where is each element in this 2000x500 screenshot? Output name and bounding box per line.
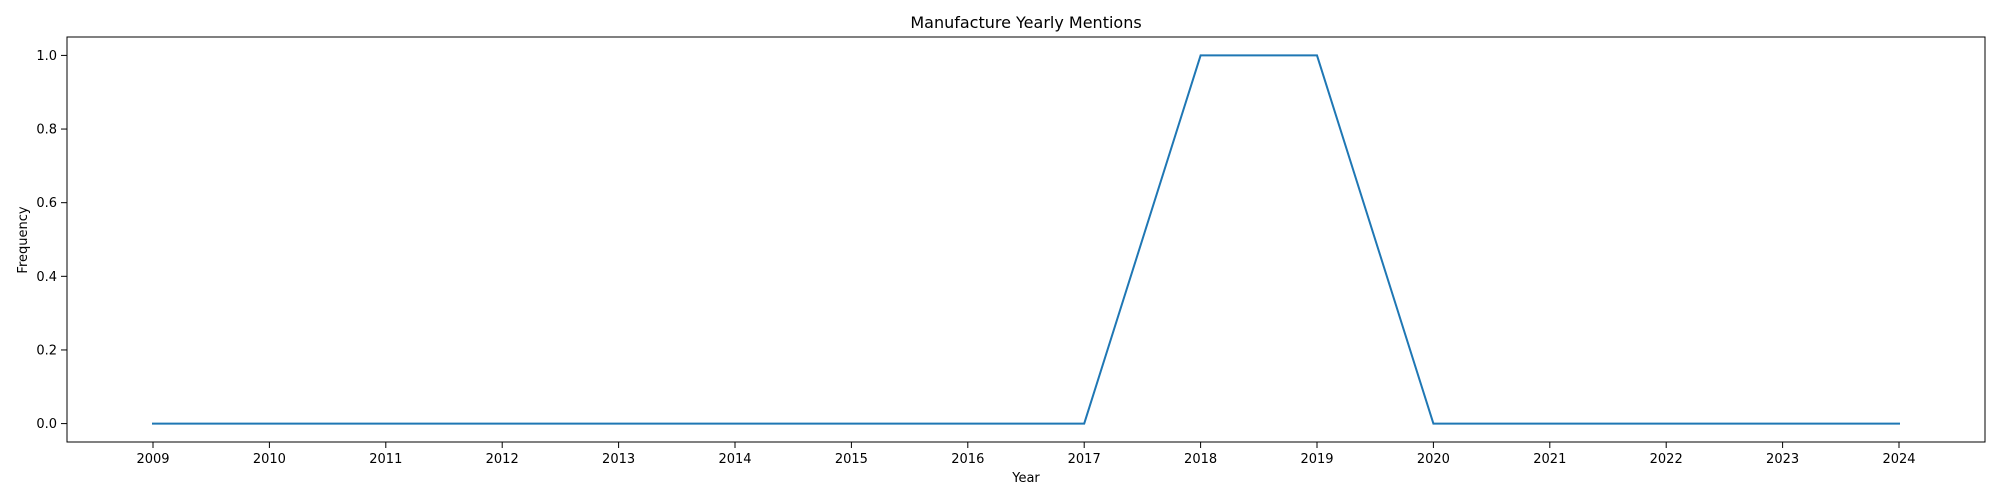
x-tick-label: 2012 xyxy=(486,452,519,467)
x-tick-label: 2013 xyxy=(602,452,635,467)
x-tick-label: 2017 xyxy=(1068,452,1101,467)
y-tick-label: 0.2 xyxy=(36,343,57,358)
x-axis-label: Year xyxy=(1011,471,1040,486)
y-axis-label: Frequency xyxy=(16,206,31,273)
x-tick-label: 2024 xyxy=(1882,452,1915,467)
plot-area-frame xyxy=(66,36,1986,443)
x-tick-label: 2023 xyxy=(1766,452,1799,467)
x-tick-label: 2022 xyxy=(1650,452,1683,467)
x-tick-label: 2014 xyxy=(718,452,751,467)
x-tick-label: 2016 xyxy=(951,452,984,467)
x-tick-label: 2021 xyxy=(1533,452,1566,467)
x-tick-label: 2011 xyxy=(369,452,402,467)
y-axis-ticks: 0.0 0.2 0.4 0.6 0.8 1.0 xyxy=(36,49,67,432)
series-layer xyxy=(152,54,1900,425)
y-tick-label: 1.0 xyxy=(36,49,57,64)
x-tick-label: 2010 xyxy=(253,452,286,467)
series-line xyxy=(152,54,1900,425)
x-tick-label: 2019 xyxy=(1300,452,1333,467)
x-tick-label: 2015 xyxy=(835,452,868,467)
x-tick-label: 2018 xyxy=(1184,452,1217,467)
x-tick-label: 2009 xyxy=(136,452,169,467)
y-tick-label: 0.6 xyxy=(36,196,57,211)
y-tick-label: 0.0 xyxy=(36,417,57,432)
y-tick-label: 0.8 xyxy=(36,123,57,138)
x-tick-label: 2020 xyxy=(1417,452,1450,467)
y-tick-label: 0.4 xyxy=(36,270,57,285)
chart-title: Manufacture Yearly Mentions xyxy=(910,13,1141,32)
x-axis-ticks: 2009 2010 2011 2012 2013 2014 2015 2016 2017 2018… xyxy=(136,442,1916,467)
